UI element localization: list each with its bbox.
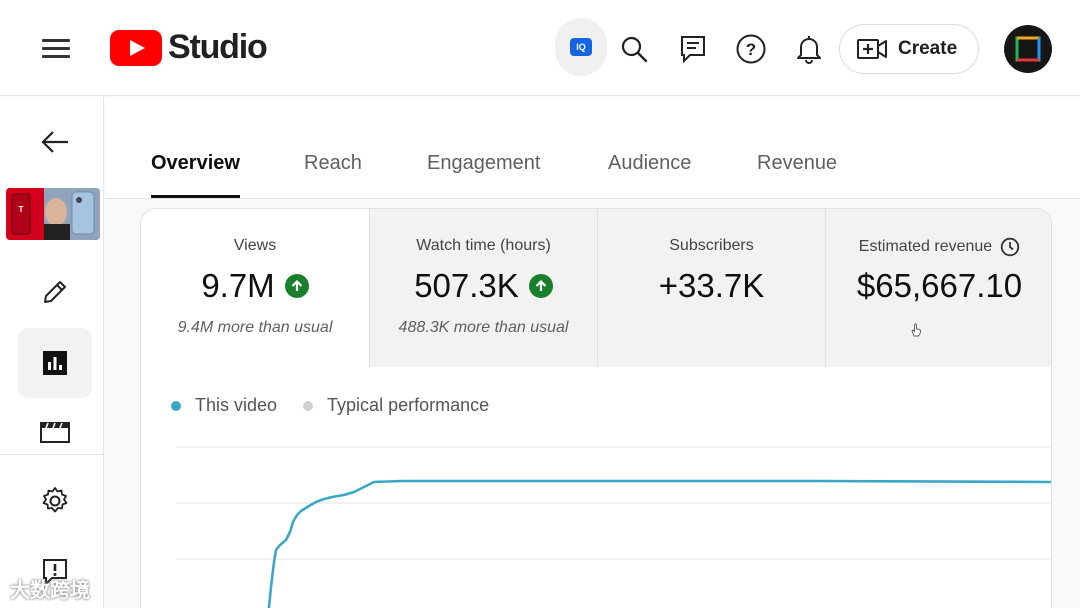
top-bar: Studio IQ ? Create — [0, 0, 1080, 96]
metric-label: Estimated revenue — [826, 237, 1051, 257]
metric-value: +33.7K — [658, 267, 765, 304]
this-video-line — [267, 479, 1051, 608]
hand-cursor-icon — [911, 323, 921, 337]
metric-views[interactable]: Views 9.7M 9.4M more than usual — [141, 209, 369, 367]
editor-clapperboard-icon[interactable] — [18, 397, 92, 467]
create-video-icon — [857, 39, 887, 59]
arrow-up-icon — [284, 274, 309, 298]
analytics-tabs: Overview Reach Engagement Audience Reven… — [105, 97, 1080, 199]
sidebar-divider — [0, 454, 104, 455]
watermark: 大数跨境 — [10, 580, 90, 602]
performance-chart — [176, 446, 1051, 608]
video-thumbnail[interactable]: T — [6, 188, 100, 240]
channel-avatar[interactable] — [1004, 25, 1052, 73]
feedback-icon[interactable] — [670, 26, 716, 72]
metric-estimated-revenue[interactable]: Estimated revenue $65,667.10 — [825, 209, 1051, 367]
tab-overview[interactable]: Overview — [151, 152, 240, 174]
studio-logo[interactable]: Studio — [110, 28, 268, 67]
app-name: Studio — [168, 28, 268, 66]
create-label: Create — [898, 38, 958, 59]
feedback-report-icon[interactable] — [18, 537, 92, 607]
vidiq-button[interactable]: IQ — [555, 18, 607, 76]
active-tab-indicator — [151, 195, 240, 198]
legend-dot-icon — [171, 400, 181, 411]
create-button[interactable]: Create — [839, 24, 979, 74]
legend-typical-performance[interactable]: Typical performance — [303, 395, 489, 416]
metric-subscribers[interactable]: Subscribers +33.7K — [597, 209, 825, 367]
iq-badge-icon: IQ — [570, 38, 592, 56]
tab-reach[interactable]: Reach — [304, 152, 362, 174]
metric-comparison: 488.3K more than usual — [398, 319, 569, 336]
left-sidebar: T — [0, 97, 104, 608]
metric-value: 9.7M — [141, 267, 369, 305]
edit-details-pencil-icon[interactable] — [18, 257, 92, 327]
metric-watch-time[interactable]: Watch time (hours) 507.3K 488.3K more th… — [369, 209, 597, 367]
metric-label: Watch time (hours) — [416, 237, 551, 254]
legend-this-video[interactable]: This video — [171, 395, 277, 416]
tab-audience[interactable]: Audience — [608, 152, 692, 174]
back-arrow-icon[interactable] — [18, 107, 92, 177]
chart-legend: This video Typical performance — [171, 395, 515, 416]
arrow-up-icon — [528, 274, 553, 298]
metric-label: Views — [233, 237, 277, 254]
svg-text:?: ? — [746, 40, 756, 59]
metric-value: $65,667.10 — [856, 267, 1023, 304]
analytics-icon[interactable] — [18, 328, 92, 398]
tab-revenue[interactable]: Revenue — [757, 152, 838, 174]
metric-comparison: 9.4M more than usual — [177, 319, 333, 336]
legend-dot-icon — [303, 400, 314, 411]
settings-gear-icon[interactable] — [18, 466, 92, 536]
metric-label: Subscribers — [669, 237, 754, 254]
metric-value: 507.3K — [370, 267, 597, 305]
youtube-play-icon — [110, 29, 162, 66]
clock-icon — [1001, 237, 1020, 257]
svg-text:T: T — [19, 205, 24, 214]
search-icon[interactable] — [611, 26, 657, 72]
tab-engagement[interactable]: Engagement — [427, 152, 541, 174]
help-icon[interactable]: ? — [728, 26, 774, 72]
notifications-bell-icon[interactable] — [786, 26, 832, 72]
hamburger-menu-icon[interactable] — [36, 30, 76, 66]
overview-card: Views 9.7M 9.4M more than usual Watch ti… — [140, 208, 1052, 608]
